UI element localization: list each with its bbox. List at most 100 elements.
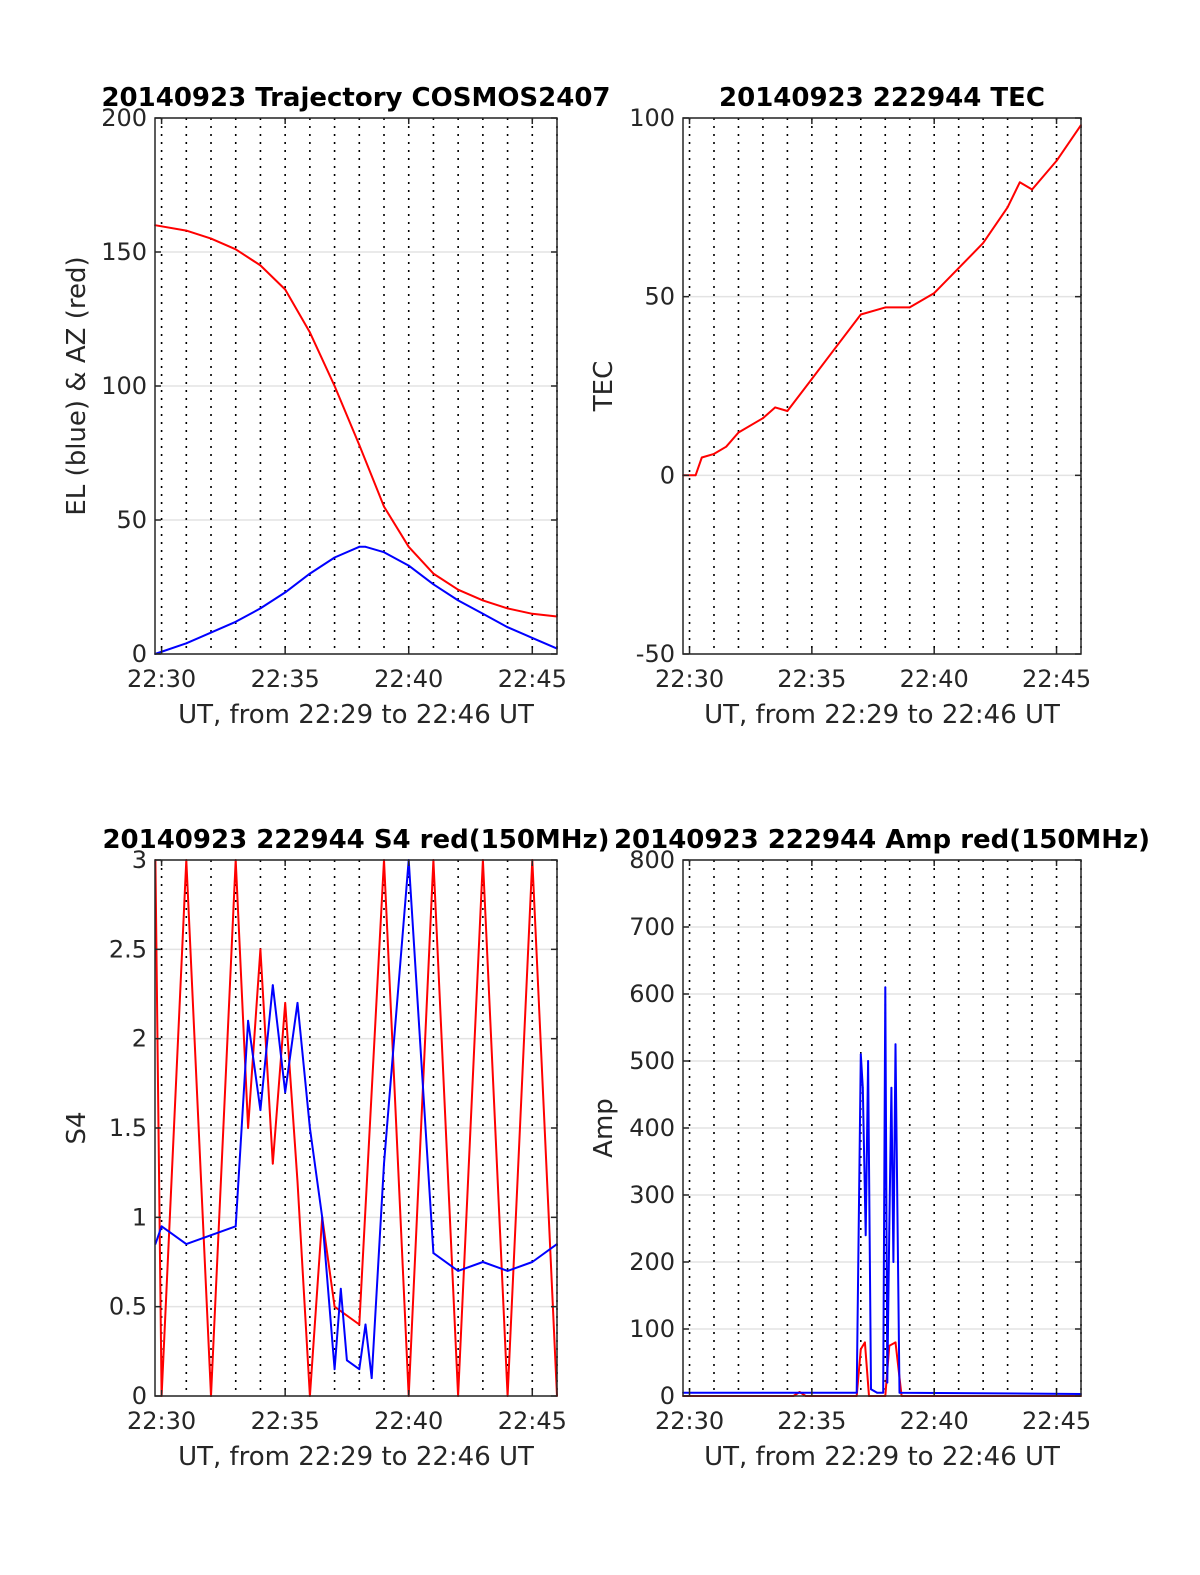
amp-ytick-label: 0 (660, 1382, 675, 1410)
tec-series-red (683, 124, 1082, 477)
amp-data-point (864, 1341, 866, 1344)
amp-data-point (888, 1227, 891, 1230)
trajectory-ytick-label: 50 (116, 506, 147, 534)
s4-data-point (259, 1109, 262, 1111)
trajectory-xtick-label: 22:40 (374, 665, 443, 693)
amp-data-point (855, 1391, 858, 1394)
amp-ytick-label: 200 (629, 1248, 675, 1276)
amp-data-point (886, 1381, 889, 1384)
amp-data-point (890, 1086, 893, 1089)
tec-data-point (957, 267, 960, 269)
s4-title: 20140923 222944 S4 red(150MHz) (102, 825, 609, 855)
tec-data-point (982, 242, 984, 245)
amp-data-point (859, 1053, 862, 1056)
s4-data-point (247, 1127, 250, 1129)
tec-title: 20140923 222944 TEC (719, 83, 1045, 113)
tec-plot-area (683, 118, 1081, 654)
s4-data-point (271, 984, 274, 986)
trajectory-data-point (284, 591, 287, 594)
amp-data-point (870, 1388, 872, 1391)
tec-ylabel: TEC (589, 361, 619, 412)
s4-data-point (531, 1261, 534, 1263)
trajectory-data-point (364, 545, 367, 548)
trajectory-data-point (185, 229, 188, 232)
s4-data-point (160, 1225, 163, 1228)
tec-ytick-label: 100 (629, 104, 675, 132)
s4-data-point (234, 1225, 237, 1228)
trajectory-data-point (358, 444, 361, 446)
s4-xtick-label: 22:30 (127, 1407, 196, 1435)
s4-data-point (321, 1216, 324, 1219)
tec-data-point (1018, 181, 1021, 184)
amp-data-point (859, 1348, 862, 1350)
tec-panel: -50 0 50 100 22:30 22:35 22:40 22:45 20140923 22… (589, 83, 1091, 730)
tec-data-point (811, 378, 813, 380)
amp-ytick-label: 700 (629, 913, 675, 941)
s4-data-point (296, 1180, 299, 1183)
s4-xtick-label: 22:35 (251, 1407, 320, 1435)
s4-data-point (358, 1368, 361, 1371)
trajectory-data-point (531, 612, 534, 615)
amp-title: 20140923 222944 Amp red(150MHz) (614, 825, 1150, 855)
s4-data-point (333, 1305, 336, 1308)
trajectory-series-blue (154, 545, 558, 655)
s4-xtick-label: 22:45 (498, 1407, 567, 1435)
s4-ytick-label: 2 (132, 1025, 147, 1053)
trajectory-data-point (185, 642, 188, 645)
trajectory-panel: 0 50 100 150 200 22:30 22:35 22:40 22:45 20140923… (62, 83, 611, 730)
amp-data-point (882, 1391, 885, 1394)
s4-ytick-label: 1.5 (109, 1114, 147, 1142)
s4-ytick-label: 1 (132, 1203, 147, 1231)
amp-data-point (884, 986, 887, 989)
tec-data-point (725, 445, 728, 448)
s4-ytick-label: 2.5 (109, 935, 147, 963)
amp-data-point (864, 1234, 867, 1237)
s4-data-point (210, 1234, 212, 1237)
s4-xtick-label: 22:40 (374, 1407, 443, 1435)
tec-data-point (713, 453, 715, 455)
tec-data-point (694, 474, 697, 477)
trajectory-data-point (457, 599, 459, 602)
trajectory-xlabel: UT, from 22:29 to 22:46 UT (178, 700, 534, 730)
trajectory-data-point (333, 556, 336, 559)
tec-data-point (933, 292, 936, 294)
trajectory-data-point (482, 612, 484, 615)
trajectory-data-point (407, 564, 410, 567)
trajectory-data-point (383, 551, 385, 554)
amp-data-point (867, 1060, 869, 1062)
trajectory-data-point (531, 637, 534, 639)
s4-data-point (284, 1091, 287, 1094)
amp-data-point (898, 1391, 901, 1394)
trajectory-xtick-label: 22:30 (127, 665, 196, 693)
s4-data-point (346, 1359, 348, 1362)
s4-data-point (296, 1002, 299, 1004)
amp-data-point (861, 1086, 864, 1089)
s4-data-point (383, 1162, 385, 1165)
s4-ytick-label: 0 (132, 1382, 147, 1410)
tec-xtick-label: 22:35 (777, 665, 846, 693)
amp-xlabel: UT, from 22:29 to 22:46 UT (704, 1442, 1060, 1472)
trajectory-data-point (259, 607, 262, 610)
s4-data-point (358, 1323, 361, 1326)
tec-xtick-label: 22:30 (655, 665, 724, 693)
s4-data-point (309, 1127, 311, 1129)
s4-series-blue (154, 859, 558, 1380)
trajectory-data-point (234, 620, 237, 623)
trajectory-data-point (506, 626, 509, 629)
amp-ylabel: Amp (589, 1098, 619, 1158)
tec-data-point (908, 306, 911, 309)
amp-data-point (888, 1344, 891, 1347)
trajectory-data-point (457, 588, 459, 591)
tec-data-point (835, 345, 838, 348)
trajectory-data-point (259, 264, 262, 267)
trajectory-ytick-label: 0 (132, 640, 147, 668)
trajectory-ytick-label: 150 (101, 238, 147, 266)
trajectory-ytick-label: 200 (101, 104, 147, 132)
amp-data-point (894, 1043, 897, 1046)
tec-data-point (884, 306, 887, 309)
tec-axes-box (682, 117, 1082, 655)
trajectory-data-point (309, 331, 311, 334)
trajectory-data-point (284, 288, 287, 291)
amp-data-point (894, 1341, 897, 1344)
tec-data-point (859, 313, 862, 316)
